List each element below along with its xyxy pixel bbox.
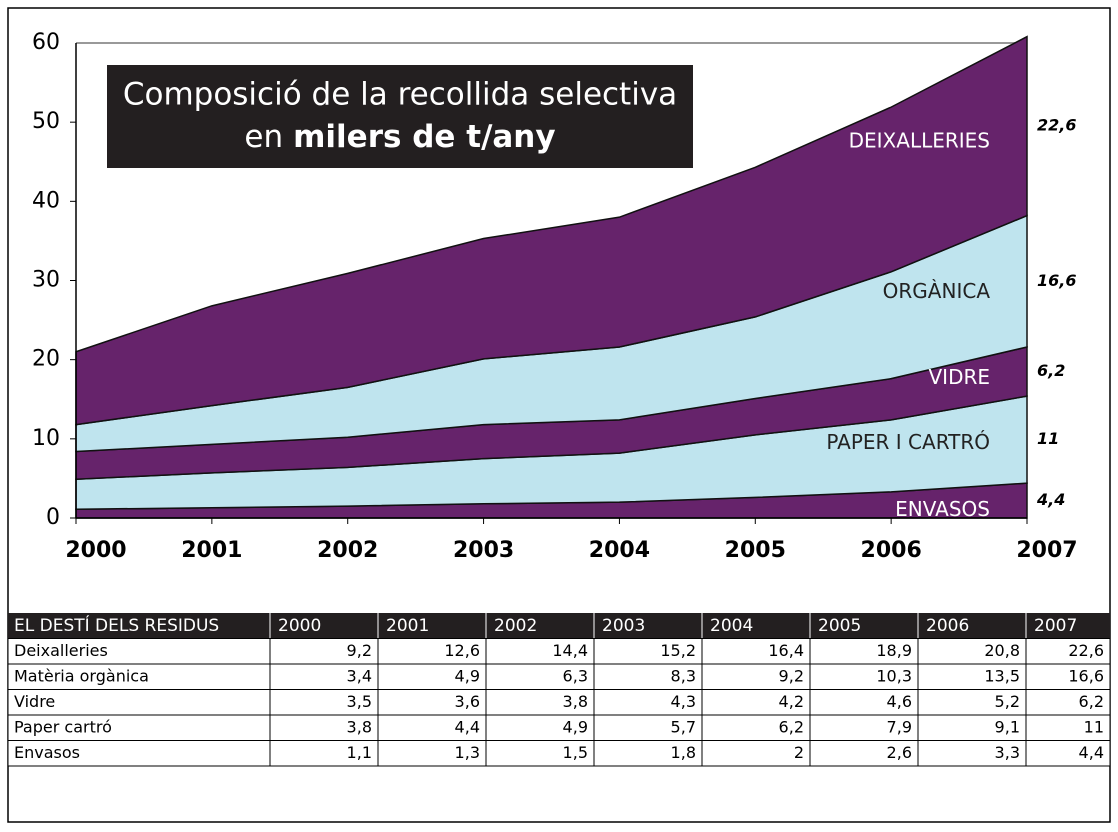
table-year: 2001 [386, 616, 429, 636]
table-year: 2006 [926, 616, 969, 636]
area-label: VIDRE [928, 365, 990, 389]
table-cell: 11 [1084, 717, 1104, 736]
table-cell: 16,6 [1068, 666, 1104, 685]
x-tick-label: 2003 [453, 538, 514, 563]
table-cell: 1,3 [455, 743, 480, 762]
table-cell: 4,6 [887, 692, 912, 711]
table-cell: 3,8 [347, 717, 372, 736]
table-cell: 4,2 [779, 692, 804, 711]
area [75, 35, 1028, 426]
table-cell: 2 [794, 743, 804, 762]
table-cell: 22,6 [1068, 641, 1104, 660]
table-cell: 4,3 [671, 692, 696, 711]
end-value-label: 4,4 [1036, 490, 1065, 509]
row-label: Envasos [14, 743, 80, 762]
table-cell: 9,2 [347, 641, 372, 660]
table-year: 2004 [710, 616, 753, 636]
table-cell: 13,5 [984, 666, 1020, 685]
table-cell: 3,3 [995, 743, 1020, 762]
y-tick-label: 50 [32, 109, 60, 134]
table-cell: 4,4 [1079, 743, 1104, 762]
table-cell: 8,3 [671, 666, 696, 685]
table-cell: 2,6 [887, 743, 912, 762]
table-year: 2007 [1034, 616, 1077, 636]
table-year: 2002 [494, 616, 537, 636]
y-tick-label: 0 [46, 505, 60, 530]
y-tick-label: 60 [32, 30, 60, 55]
subtitle-bold: milers de t/any [293, 119, 555, 155]
table-cell: 1,1 [347, 743, 372, 762]
table-cell: 5,2 [995, 692, 1020, 711]
subtitle-prefix: en [244, 119, 283, 155]
table-row [7, 663, 1111, 690]
table-cell: 1,8 [671, 743, 696, 762]
end-value-label: 22,6 [1037, 116, 1076, 135]
table-cell: 4,9 [563, 717, 588, 736]
table-row [7, 689, 1111, 716]
table-header-bg [8, 613, 1110, 639]
y-tick-label: 10 [32, 426, 60, 451]
chart-subtitle: en milers de t/any [244, 119, 555, 155]
table-cell: 15,2 [660, 641, 696, 660]
y-tick-label: 40 [32, 188, 60, 213]
table-cell: 9,1 [995, 717, 1020, 736]
table-year: 2000 [278, 616, 321, 636]
table-cell: 6,3 [563, 666, 588, 685]
x-tick-label: 2000 [65, 538, 126, 563]
area-label: ENVASOS [895, 497, 990, 521]
table-cell: 3,4 [347, 666, 372, 685]
area-label: DEIXALLERIES [849, 128, 990, 152]
table-year: 2003 [602, 616, 645, 636]
table-cell: 4,9 [455, 666, 480, 685]
y-tick-label: 20 [32, 347, 60, 372]
x-tick-label: 2004 [589, 538, 650, 563]
row-label: Vidre [14, 692, 55, 711]
x-tick-label: 2005 [725, 538, 786, 563]
area-label: ORGÀNICA [883, 279, 991, 303]
table-row [7, 740, 1111, 767]
y-tick-label: 30 [32, 268, 60, 293]
end-value-label: 11 [1037, 429, 1059, 448]
row-label: Deixalleries [14, 641, 108, 660]
table-cell: 7,9 [887, 717, 912, 736]
chart-title: Composició de la recollida selectiva [123, 77, 677, 113]
area-label: PAPER I CARTRÓ [826, 430, 990, 454]
end-value-label: 16,6 [1037, 271, 1076, 290]
table-cell: 14,4 [552, 641, 588, 660]
end-value-label: 6,2 [1037, 361, 1065, 380]
table-cell: 6,2 [1079, 692, 1104, 711]
table-cell: 3,8 [563, 692, 588, 711]
table-year: 2005 [818, 616, 861, 636]
row-label: Matèria orgànica [14, 666, 149, 685]
table-cell: 16,4 [768, 641, 804, 660]
x-tick-label: 2007 [1016, 538, 1077, 563]
table-cell: 10,3 [876, 666, 912, 685]
table-cell: 4,4 [455, 717, 480, 736]
x-tick-label: 2002 [317, 538, 378, 563]
table-header: EL DESTÍ DELS RESIDUS [14, 614, 219, 636]
table-cell: 3,6 [455, 692, 480, 711]
table-cell: 1,5 [563, 743, 588, 762]
table-row [7, 714, 1111, 741]
table-cell: 9,2 [779, 666, 804, 685]
table-row [7, 638, 1111, 665]
title-box [107, 65, 693, 168]
table-cell: 18,9 [876, 641, 912, 660]
x-tick-label: 2006 [861, 538, 922, 563]
table-cell: 20,8 [984, 641, 1020, 660]
table-cell: 3,5 [347, 692, 372, 711]
row-label: Paper cartró [14, 717, 112, 736]
x-tick-label: 2001 [181, 538, 242, 563]
table-cell: 12,6 [444, 641, 480, 660]
table-cell: 6,2 [779, 717, 804, 736]
table-cell: 5,7 [671, 717, 696, 736]
